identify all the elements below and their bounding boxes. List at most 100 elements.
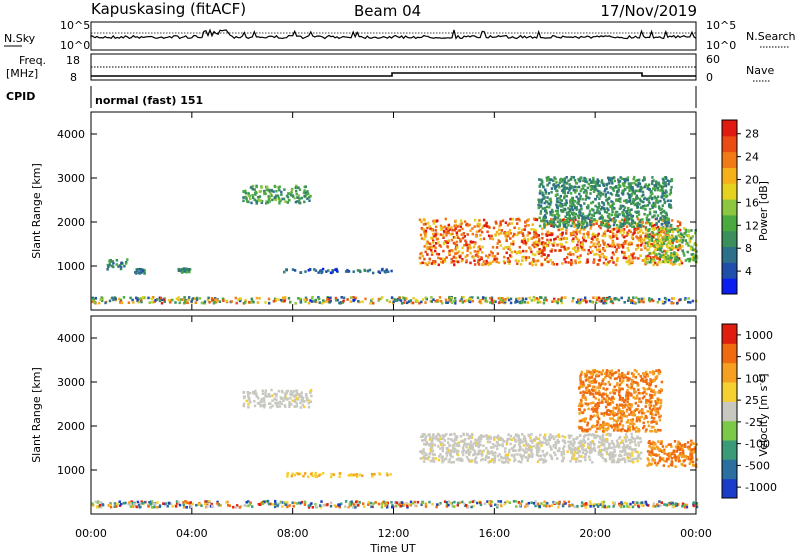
data-cell [644, 241, 647, 245]
data-cell [651, 215, 654, 219]
data-cell [647, 183, 651, 187]
data-cell [561, 435, 564, 438]
data-cell [638, 203, 641, 206]
data-cell [454, 219, 457, 223]
data-cell [259, 501, 263, 505]
data-cell [423, 257, 426, 261]
data-cell [654, 188, 657, 192]
data-cell [421, 298, 425, 301]
data-cell [573, 454, 576, 457]
data-cell [561, 184, 564, 188]
data-cell [452, 256, 455, 259]
data-cell [242, 404, 245, 408]
data-cell [424, 222, 427, 226]
data-cell [280, 193, 283, 196]
data-cell [575, 228, 578, 232]
data-cell [626, 221, 630, 225]
data-cell [541, 449, 544, 453]
data-cell [302, 191, 306, 195]
data-cell [650, 389, 653, 393]
data-cell [624, 445, 627, 449]
data-cell [482, 296, 485, 299]
data-cell [611, 232, 615, 235]
data-cell [529, 248, 532, 251]
data-cell [620, 250, 624, 254]
data-cell [542, 461, 545, 464]
data-cell [523, 300, 527, 304]
freq-unit-label: [MHz] [6, 67, 38, 80]
data-cell [630, 193, 633, 196]
data-cell [650, 182, 654, 186]
data-cell [570, 263, 573, 266]
data-cell [111, 260, 114, 263]
data-cell [364, 297, 367, 301]
data-cell [474, 438, 477, 441]
data-cell [508, 260, 511, 263]
data-cell [660, 246, 663, 250]
data-cell [553, 241, 556, 244]
data-cell [611, 229, 614, 232]
data-cell [372, 271, 375, 275]
data-cell [115, 259, 119, 262]
data-cell [152, 502, 155, 505]
data-cell [488, 460, 492, 463]
data-cell [450, 301, 454, 304]
data-cell [542, 301, 546, 305]
data-cell [548, 233, 551, 237]
data-cell [602, 397, 606, 401]
data-cell [263, 191, 266, 194]
data-cell [547, 175, 550, 179]
data-cell [281, 197, 284, 201]
data-cell [359, 270, 362, 274]
data-cell [523, 228, 526, 231]
data-cell [662, 181, 665, 185]
data-cell [334, 296, 338, 300]
data-cell [471, 240, 475, 244]
data-cell [338, 301, 341, 305]
data-cell [627, 371, 630, 374]
data-cell [116, 502, 119, 506]
data-cell [342, 296, 346, 300]
data-cell [367, 500, 370, 504]
data-cell [658, 298, 661, 301]
data-cell [253, 399, 256, 403]
data-cell [524, 440, 528, 443]
data-cell [309, 194, 312, 198]
data-cell [572, 211, 576, 215]
data-cell [647, 248, 651, 251]
data-cell [640, 299, 643, 303]
data-cell [597, 232, 600, 236]
data-cell [578, 260, 582, 264]
data-cell [422, 228, 425, 231]
data-cell [590, 447, 594, 451]
data-cell [642, 300, 645, 304]
data-cell [608, 181, 611, 185]
data-cell [569, 192, 573, 195]
data-cell [295, 471, 298, 475]
data-cell [659, 254, 663, 257]
data-cell [245, 504, 248, 508]
data-cell [426, 456, 429, 460]
data-cell [386, 505, 389, 509]
data-cell [625, 440, 628, 443]
data-cell [524, 441, 528, 445]
data-cell [630, 435, 634, 439]
data-cell [543, 197, 546, 200]
data-cell [567, 246, 570, 250]
data-cell [594, 245, 597, 249]
data-cell [554, 216, 557, 219]
data-cell [180, 269, 184, 272]
data-cell [576, 255, 579, 259]
data-cell [434, 246, 437, 250]
data-cell [564, 215, 567, 218]
data-cell [609, 218, 613, 222]
data-cell [550, 448, 553, 451]
data-cell [533, 230, 536, 234]
data-cell [656, 245, 660, 249]
data-cell [490, 450, 493, 453]
data-cell [204, 505, 208, 509]
data-cell [533, 233, 536, 236]
data-cell [139, 502, 142, 505]
data-cell [575, 195, 578, 199]
data-cell [280, 389, 284, 393]
